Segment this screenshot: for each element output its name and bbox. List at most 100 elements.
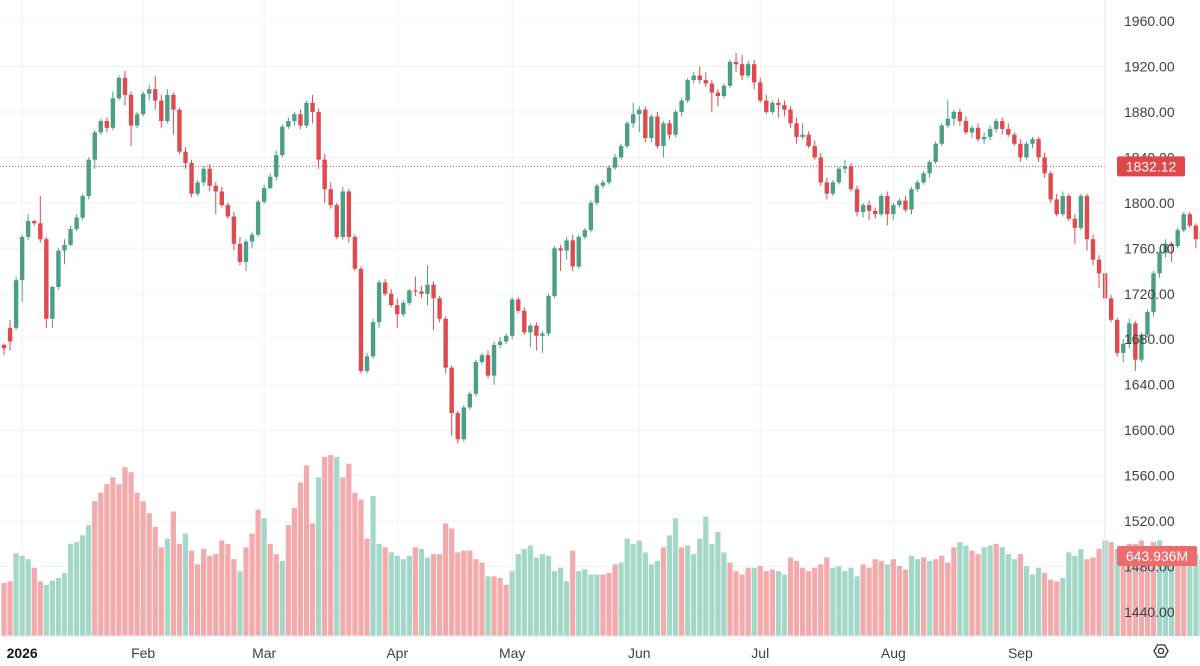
volume-bar (715, 531, 721, 636)
candle-body (86, 159, 91, 197)
volume-bar (152, 526, 158, 636)
volume-bar (582, 569, 588, 636)
candle-body (286, 121, 291, 127)
volume-bar (43, 584, 49, 636)
candle (570, 234, 575, 272)
y-tick-label: 1560.00 (1124, 468, 1175, 484)
candle (268, 173, 273, 190)
candle (909, 186, 914, 215)
volume-bar (31, 567, 37, 636)
volume-bar (1048, 579, 1054, 636)
candle-body (449, 367, 454, 414)
candle-body (806, 134, 811, 147)
volume-bar (1150, 542, 1157, 636)
candle-body (987, 128, 993, 137)
candle (413, 276, 418, 297)
volume-bar (503, 584, 509, 636)
candle (830, 180, 836, 197)
candle (243, 239, 249, 272)
candle (503, 333, 509, 344)
candle-body (122, 77, 128, 95)
candle-body (800, 134, 805, 137)
candle-body (824, 182, 829, 194)
candle (86, 157, 91, 200)
candle (957, 108, 963, 126)
candle (564, 236, 569, 260)
volume-bar (1090, 557, 1096, 636)
volume-bar (933, 559, 939, 636)
volume-bar (927, 560, 933, 636)
volume-bar (884, 564, 890, 636)
volume-bar (618, 562, 624, 636)
volume-bar (243, 547, 249, 636)
volume-bar (515, 554, 521, 636)
candle (7, 319, 13, 351)
candle (721, 83, 727, 99)
volume-bar (1187, 547, 1193, 636)
candle (249, 232, 255, 249)
candle (395, 298, 400, 328)
candle (836, 166, 842, 185)
y-tick-label: 1680.00 (1124, 331, 1175, 347)
y-tick-label: 1600.00 (1124, 422, 1175, 438)
x-month-label: Feb (131, 645, 155, 661)
candle-body (80, 196, 85, 218)
volume-bar (316, 477, 322, 636)
candle (165, 89, 170, 124)
candle-body (951, 111, 957, 119)
volume-bar (273, 554, 279, 636)
volume-bar (806, 571, 812, 636)
candle (1084, 193, 1090, 251)
candle (189, 159, 194, 198)
candle (56, 248, 61, 290)
candle (782, 100, 787, 117)
candle (231, 211, 237, 251)
volume-bar (61, 572, 68, 636)
volume-bar (636, 540, 642, 636)
candle (104, 117, 110, 133)
candle-body (957, 111, 963, 122)
candle (38, 196, 43, 243)
candle-body (588, 202, 594, 231)
candle (74, 214, 79, 232)
volume-bar (709, 543, 715, 636)
candle-body (661, 123, 666, 147)
candle (987, 125, 993, 141)
candle (1042, 152, 1047, 178)
volume-bar (188, 550, 195, 636)
candle-body (600, 182, 606, 186)
candle-body (56, 250, 61, 287)
candle-body (1072, 218, 1078, 228)
candle-body (643, 109, 648, 139)
volume-bar (74, 542, 80, 636)
volume-bar (140, 501, 146, 636)
volume-bar (691, 554, 697, 636)
volume-bar (1054, 581, 1060, 636)
candle-body (177, 109, 182, 152)
y-axis-tick-labels: 1960.001920.001880.001840.001800.001760.… (1124, 13, 1175, 620)
candle-body (558, 248, 563, 251)
volume-bar (1144, 547, 1151, 636)
candle (618, 143, 624, 160)
candle-body (1169, 243, 1174, 247)
volume-bar (1072, 555, 1078, 636)
candle-body (503, 335, 509, 342)
volume-bar (1011, 559, 1017, 636)
volume-bar (1126, 543, 1132, 636)
candle-body (522, 310, 527, 333)
candle (1078, 193, 1084, 231)
candle-body (788, 109, 793, 124)
candle-body (764, 100, 769, 112)
candle-body (727, 61, 733, 86)
candle (915, 180, 920, 192)
volume-bar (836, 566, 842, 636)
volume-bar (727, 562, 733, 636)
settings-icon[interactable] (1153, 644, 1169, 658)
x-month-label: Jun (628, 645, 651, 661)
candle-body (933, 143, 938, 162)
candle (516, 297, 521, 314)
candle-body (364, 356, 370, 372)
candle (558, 244, 563, 272)
candle-body (467, 393, 473, 408)
x-month-label: Jul (751, 645, 769, 661)
